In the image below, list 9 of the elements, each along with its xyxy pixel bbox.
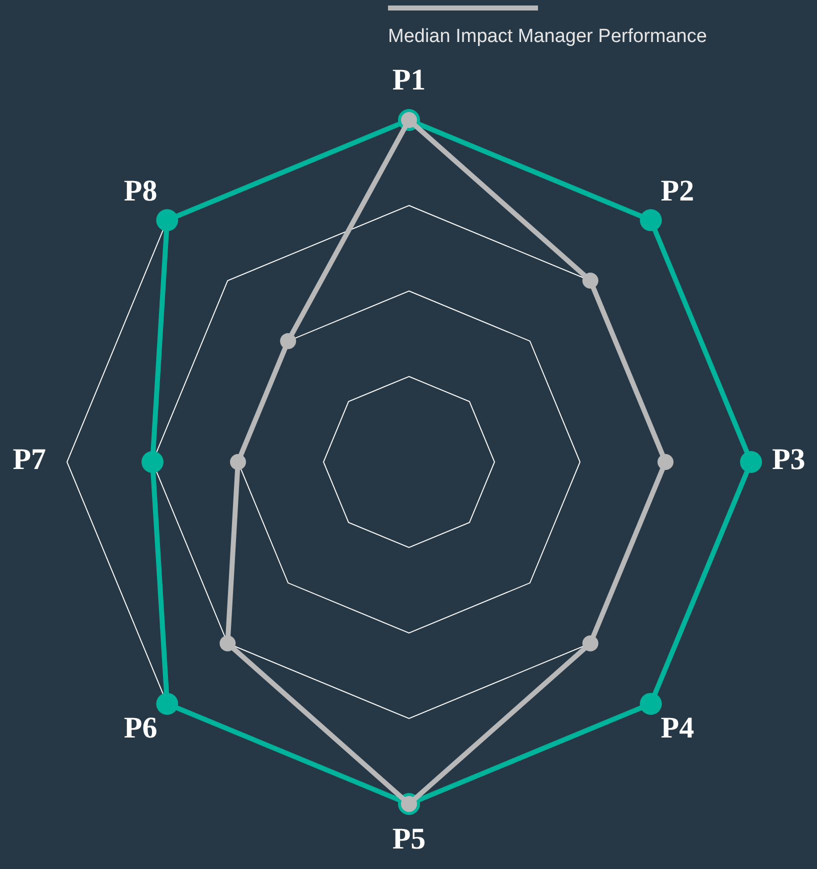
spoke-label: P2 bbox=[660, 174, 694, 208]
spoke-label: P5 bbox=[392, 822, 426, 856]
spoke-label: P1 bbox=[392, 63, 426, 96]
spoke-label: P8 bbox=[124, 174, 158, 208]
spoke-label: P3 bbox=[772, 442, 806, 476]
spoke-label: P6 bbox=[124, 711, 158, 744]
spoke-label: P4 bbox=[660, 711, 694, 744]
spoke-label: P7 bbox=[12, 442, 46, 476]
text: Median Impact Manager Performance bbox=[388, 26, 707, 47]
